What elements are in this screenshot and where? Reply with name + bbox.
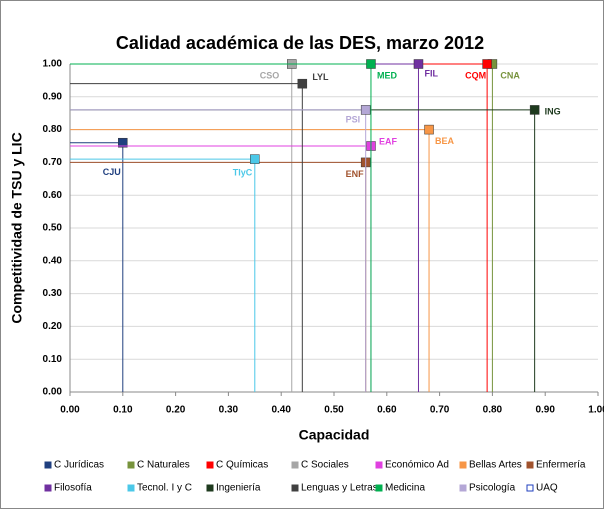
legend-swatch [44,484,52,492]
point-label: CSO [260,70,280,80]
legend-swatch [291,484,299,492]
x-tick-label: 0.60 [377,405,397,416]
legend-label: Filosofía [54,483,92,494]
legend-label: C Naturales [137,460,190,471]
point [529,105,540,115]
point-label: ING [545,106,561,116]
point-label: ENF [346,169,365,179]
point [360,105,371,115]
legend-swatch [459,461,467,469]
legend-label: Medicina [385,483,425,494]
legend-label: UAQ [536,483,558,494]
legend-swatch [127,461,135,469]
y-tick-label: 0.80 [43,124,63,135]
legend-label: Bellas Artes [469,460,522,471]
point-label: CNA [500,70,520,80]
x-tick-label: 0.70 [430,405,450,416]
y-tick-label: 1.00 [43,59,63,70]
y-tick-label: 0.50 [43,223,63,234]
legend-swatch [44,461,52,469]
x-tick-label: 0.10 [113,405,133,416]
point-label: EAF [379,136,398,146]
point [250,154,260,164]
legend-label: Psicología [469,483,516,494]
point-label: MED [377,70,398,80]
legend-swatch [375,461,383,469]
y-tick-label: 0.90 [43,91,63,102]
x-tick-label: 0.00 [60,405,80,416]
legend-label: Económico Ad [385,460,449,471]
legend-label: Tecnol. I y C [137,483,192,494]
point-label: PSI [346,114,361,124]
point [482,59,492,69]
point-label: CJU [103,167,121,177]
y-tick-label: 0.00 [43,387,63,398]
legend-label: Enfermería [536,460,586,471]
x-tick-label: 0.30 [219,405,239,416]
point [424,124,434,135]
legend-label: C Jurídicas [54,460,104,471]
legend-swatch [291,461,299,469]
y-tick-label: 0.40 [43,255,63,266]
legend-label: C Sociales [301,460,349,471]
point-label: CQM [465,70,486,80]
point [118,137,128,148]
y-tick-label: 0.20 [43,321,63,332]
x-tick-label: 0.20 [166,405,186,416]
point [413,59,424,69]
point [366,59,376,69]
x-tick-label: 0.90 [535,405,555,416]
point [297,78,308,89]
legend-swatch [459,484,467,492]
legend-label: C Químicas [216,460,268,471]
x-tick-label: 0.40 [271,405,291,416]
y-tick-label: 0.30 [43,288,63,299]
point-label: LYL [312,72,329,82]
x-tick-label: 0.50 [324,405,344,416]
legend-swatch [526,461,534,469]
legend-swatch [375,484,383,492]
legend-swatch [526,484,534,492]
chart-title: Calidad académica de las DES, marzo 2012 [116,33,484,53]
point-label: TIyC [233,167,253,177]
y-axis-label: Competitividad de TSU y LIC [9,132,25,323]
point-label: BEA [435,136,455,146]
legend-label: Lenguas y Letras [301,483,378,494]
legend-swatch [127,484,135,492]
x-tick-label: 1.00 [588,405,604,416]
x-tick-label: 0.80 [483,405,503,416]
legend-label: Ingeniería [216,483,261,494]
y-tick-label: 0.10 [43,354,63,365]
y-tick-label: 0.70 [43,157,63,168]
legend-swatch [206,484,214,492]
y-tick-label: 0.60 [43,190,63,201]
point-label: FIL [424,68,438,78]
legend-swatch [206,461,214,469]
x-axis-label: Capacidad [299,427,370,443]
